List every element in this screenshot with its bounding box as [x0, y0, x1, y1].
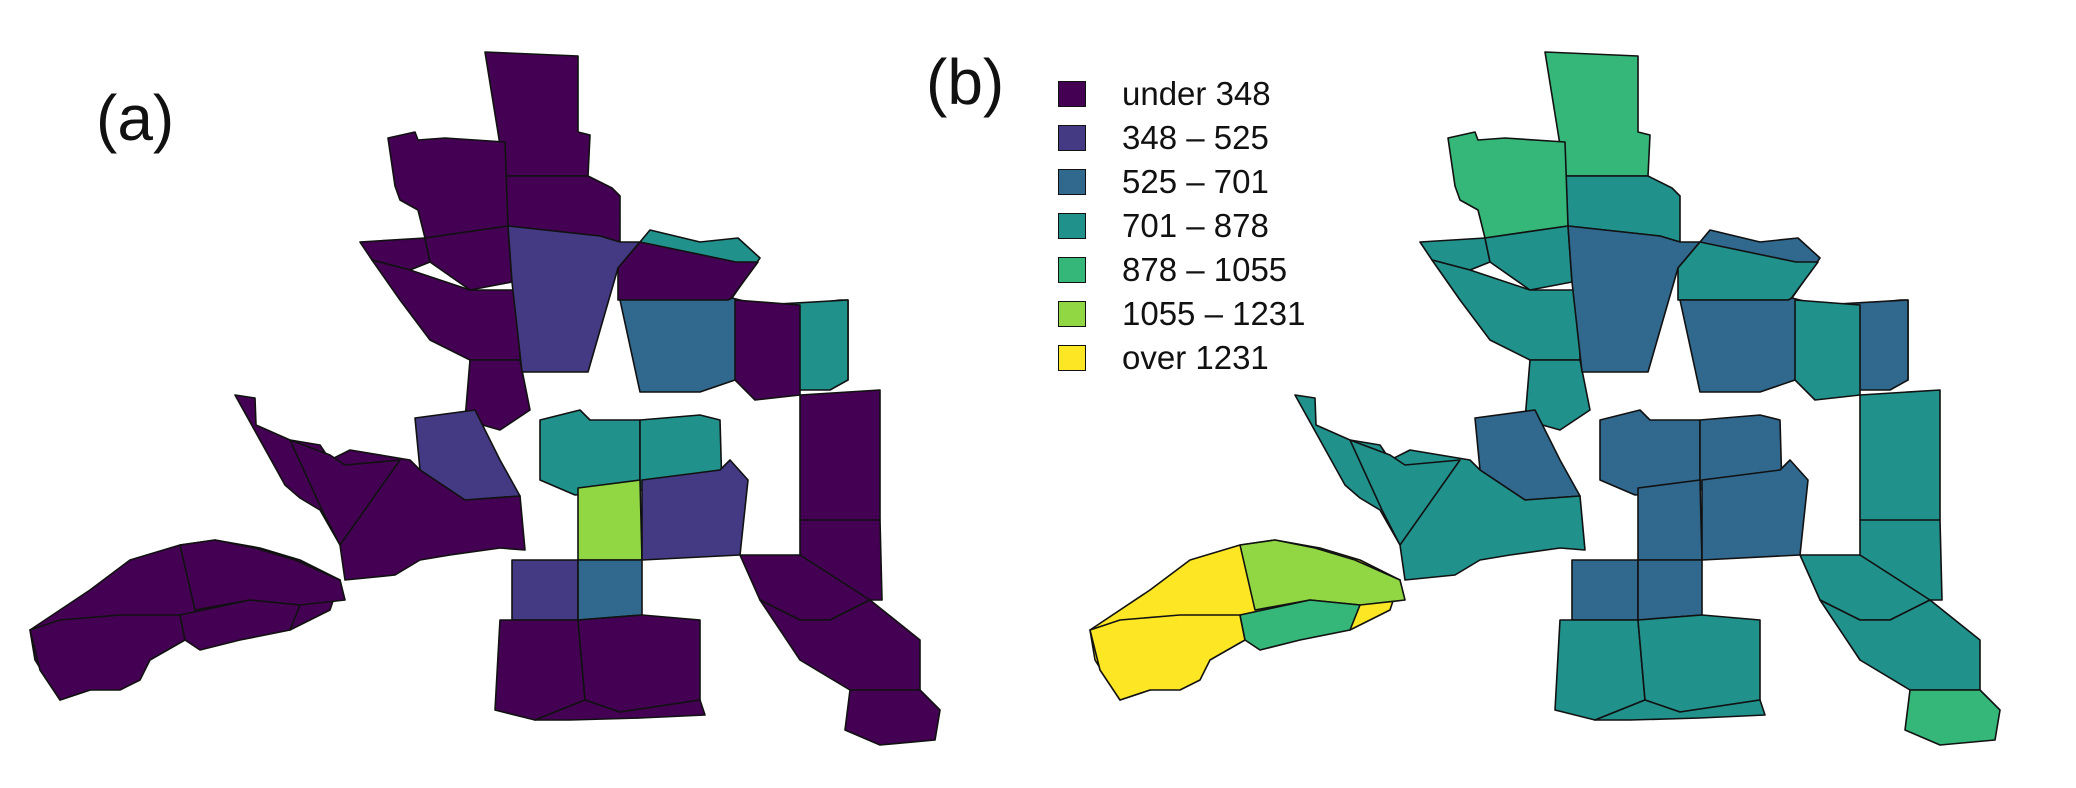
map-region-south-1: [511, 559, 579, 621]
map-region-center-bright: [577, 479, 643, 561]
legend-swatch: [1058, 213, 1086, 239]
map-region-se-3: [759, 599, 921, 691]
map-region-nw-5: [1524, 359, 1591, 431]
legend-item: 525 – 701: [1058, 160, 1306, 204]
map-region-sw-4: [1239, 599, 1361, 651]
map-region-center-bright: [1637, 479, 1703, 561]
map-region-center-2: [1699, 414, 1783, 491]
map-region-nw-1: [387, 131, 509, 239]
map-region-se-2: [1859, 519, 1943, 601]
legend-label: 348 – 525: [1122, 119, 1269, 156]
legend-item: 878 – 1055: [1058, 248, 1306, 292]
map-region-ne-1: [1677, 241, 1819, 301]
panel-a-label: (a): [96, 82, 175, 154]
legend-item: 1055 – 1231: [1058, 292, 1306, 336]
legend-swatch: [1058, 125, 1086, 151]
map-region-nw-2: [1419, 237, 1491, 271]
map-region-sw-2: [179, 539, 346, 611]
legend-label: under 348: [1122, 75, 1271, 112]
legend-label: 1055 – 1231: [1122, 295, 1306, 332]
map-region-nw-3: [1484, 225, 1573, 291]
legend-label: over 1231: [1122, 339, 1269, 376]
map-region-sw-2: [1239, 539, 1406, 611]
map-a: [29, 51, 941, 746]
map-region-sw-4: [179, 599, 301, 651]
legend-item: 348 – 525: [1058, 116, 1306, 160]
map-region-east-far-1: [1794, 299, 1861, 401]
map-region-south-1: [1571, 559, 1639, 621]
map-region-south-5: [534, 699, 706, 721]
map-region-nw-1: [1447, 131, 1569, 239]
map-region-se-2: [799, 519, 883, 601]
map-region-south-4: [577, 614, 701, 713]
legend-item: under 348: [1058, 72, 1306, 116]
map-region-nw-5: [464, 359, 531, 431]
map-region-nw-2: [359, 237, 431, 271]
map-region-south-2: [577, 559, 643, 621]
map-region-south-4: [1637, 614, 1761, 713]
map-region-west-arm: [1349, 439, 1461, 546]
legend-label: 525 – 701: [1122, 163, 1269, 200]
legend-swatch: [1058, 257, 1086, 283]
map-region-east-far-2: [799, 389, 881, 526]
map-region-center-2: [639, 414, 723, 491]
legend-swatch: [1058, 301, 1086, 327]
map-region-se-4: [1904, 689, 2001, 746]
legend-label: 878 – 1055: [1122, 251, 1288, 288]
legend: under 348 348 – 525 525 – 701 701 – 878 …: [1058, 72, 1306, 380]
map-region-south-2: [1637, 559, 1703, 621]
map-region-se-3: [1819, 599, 1981, 691]
map-region-sw-3: [29, 614, 186, 701]
legend-label: 701 – 878: [1122, 207, 1269, 244]
legend-swatch: [1058, 81, 1086, 107]
legend-item: over 1231: [1058, 336, 1306, 380]
map-b: [1089, 51, 2001, 746]
map-region-south-5: [1594, 699, 1766, 721]
map-region-west-arm: [289, 439, 401, 546]
map-region-se-4: [844, 689, 941, 746]
map-region-nw-3: [424, 225, 513, 291]
map-region-east-far-1: [734, 299, 801, 401]
legend-swatch: [1058, 345, 1086, 371]
legend-item: 701 – 878: [1058, 204, 1306, 248]
legend-swatch: [1058, 169, 1086, 195]
map-region-east-far-2: [1859, 389, 1941, 526]
map-region-sw-3: [1089, 614, 1246, 701]
panel-b-label: (b): [926, 46, 1005, 118]
map-region-ne-1: [617, 241, 759, 301]
